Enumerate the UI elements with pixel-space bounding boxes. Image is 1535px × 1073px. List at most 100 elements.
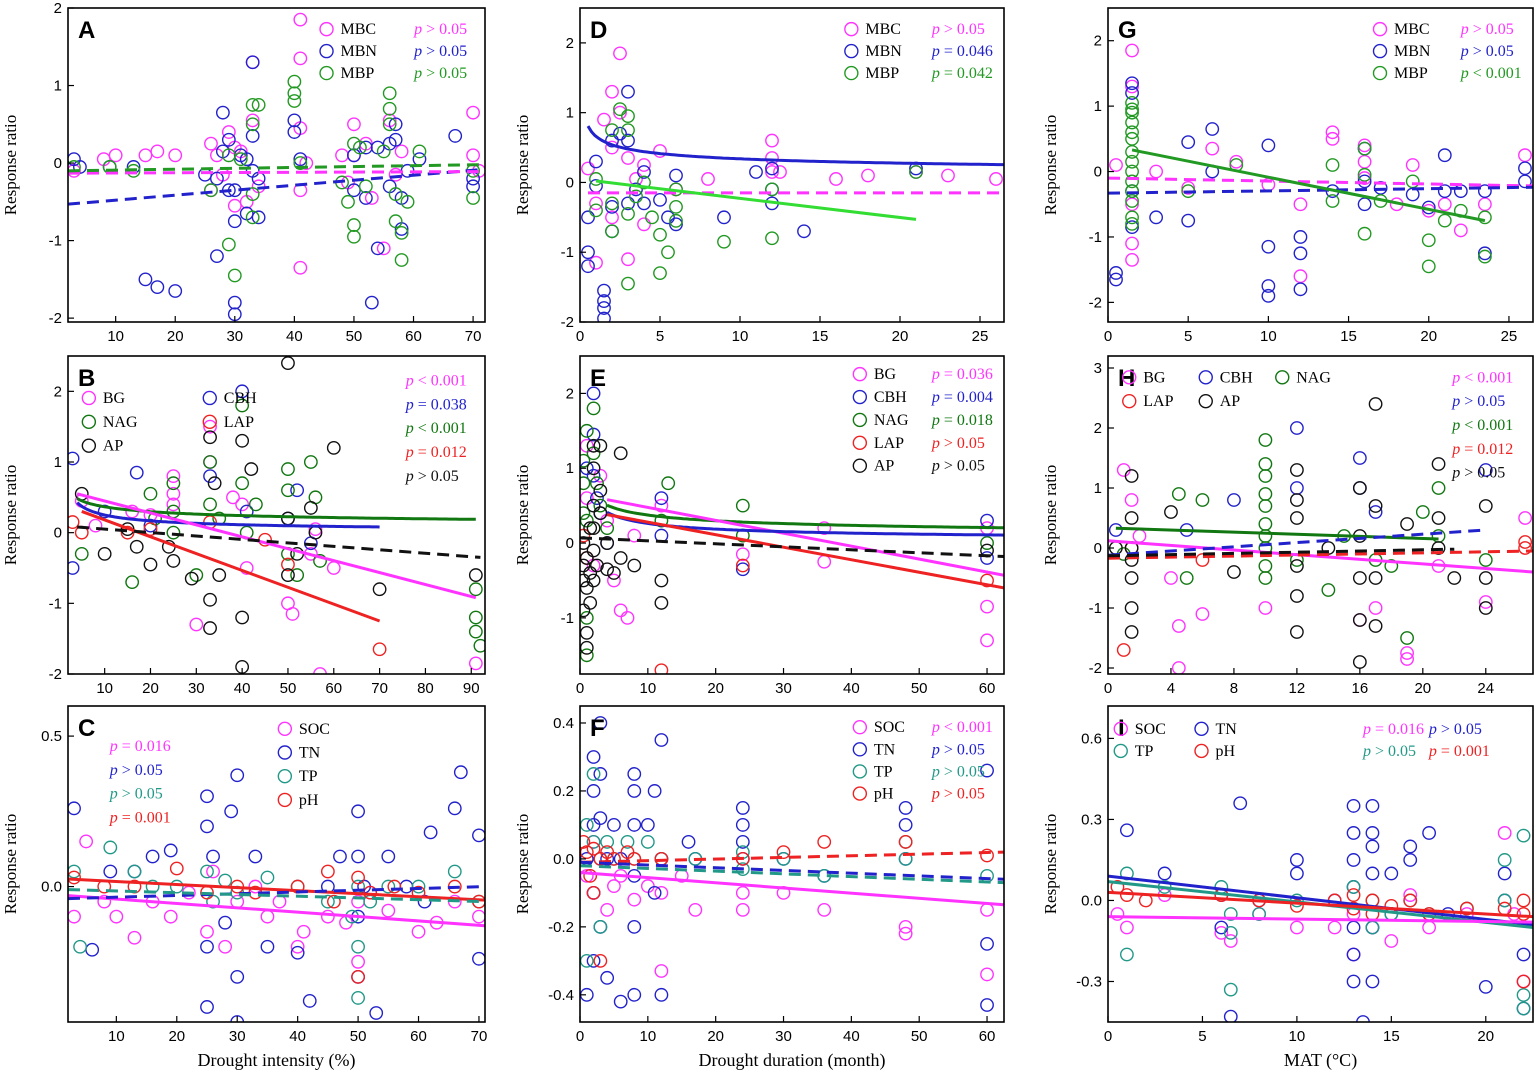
point-ap bbox=[654, 596, 669, 610]
point-ap bbox=[1431, 457, 1446, 471]
point-mbp bbox=[1437, 213, 1452, 228]
point-bg bbox=[239, 561, 254, 575]
point-mbc bbox=[1125, 79, 1139, 94]
y-axis-title: Response ratio bbox=[1, 814, 20, 915]
point-mbc bbox=[989, 172, 1003, 186]
point-bg bbox=[586, 558, 601, 573]
point-mbp bbox=[1125, 194, 1139, 208]
point-bg bbox=[1258, 601, 1273, 615]
point-ap bbox=[1227, 565, 1241, 579]
point-mbn bbox=[1109, 266, 1123, 280]
point-tn bbox=[735, 818, 750, 832]
legend-symbol-lap bbox=[202, 414, 217, 430]
point-mbp bbox=[251, 98, 266, 112]
y-tick-label: 0.3 bbox=[1081, 811, 1102, 828]
x-tick-label: 30 bbox=[188, 680, 205, 697]
legend-label: TP bbox=[299, 768, 318, 785]
point-tn bbox=[1365, 866, 1380, 881]
point-mbp bbox=[382, 86, 397, 101]
point-tp bbox=[260, 870, 275, 885]
legend-label: pH bbox=[1216, 743, 1236, 760]
legend-label: LAP bbox=[1143, 393, 1173, 410]
point-tp bbox=[1223, 925, 1238, 940]
point-ap bbox=[468, 568, 483, 582]
p-value-ap: p > 0.05 bbox=[931, 458, 985, 475]
point-mbp bbox=[637, 175, 651, 190]
point-mbn bbox=[717, 210, 731, 225]
point-mbc bbox=[581, 161, 595, 176]
plot-frame bbox=[1107, 355, 1534, 675]
legend-label: BG bbox=[103, 390, 126, 407]
point-mbn bbox=[293, 152, 308, 167]
y-tick-label: 0.0 bbox=[1081, 892, 1102, 909]
point-ap bbox=[244, 462, 259, 476]
point-ap bbox=[580, 573, 591, 588]
point-ph bbox=[169, 861, 184, 876]
point-bg bbox=[203, 419, 217, 434]
point-mbn bbox=[1181, 213, 1196, 228]
point-tn bbox=[206, 849, 220, 864]
point-mbp bbox=[1125, 164, 1139, 179]
x-tick-label: 50 bbox=[350, 1028, 367, 1045]
x-tick-label: 0 bbox=[576, 328, 584, 345]
legend-symbol-tp bbox=[277, 769, 293, 784]
fit-line-lap bbox=[606, 513, 1004, 590]
point-ph bbox=[1516, 974, 1531, 989]
point-tn bbox=[600, 970, 615, 985]
legend-symbol-bg bbox=[1122, 370, 1137, 385]
point-mbc bbox=[1125, 43, 1139, 58]
point-soc bbox=[654, 964, 669, 978]
point-tn bbox=[200, 789, 214, 804]
legend-label: TN bbox=[1216, 721, 1238, 738]
fit-line-ap bbox=[77, 525, 481, 559]
point-mbp bbox=[347, 229, 361, 244]
point-bg bbox=[308, 522, 323, 537]
point-mbc bbox=[589, 196, 603, 211]
point-mbp bbox=[245, 98, 260, 112]
point-lap bbox=[1518, 541, 1533, 555]
legend-label: MBP bbox=[865, 65, 899, 82]
point-ap bbox=[1289, 493, 1304, 507]
point-tn bbox=[200, 939, 214, 954]
legend-symbol-ph bbox=[1194, 743, 1209, 759]
point-mbp bbox=[293, 156, 308, 170]
x-tick-label: 20 bbox=[168, 1028, 185, 1045]
fit-line-tp bbox=[580, 864, 1004, 885]
point-mbc bbox=[1229, 154, 1244, 169]
point-ap bbox=[372, 582, 387, 597]
p-value-lap: p = 0.012 bbox=[405, 444, 467, 461]
point-ap bbox=[580, 603, 591, 618]
fit-line-mbp bbox=[1131, 148, 1486, 223]
panel-label: H bbox=[1118, 365, 1135, 392]
fit-line-bg bbox=[1108, 539, 1533, 574]
point-bg bbox=[1368, 601, 1383, 615]
point-tn bbox=[898, 801, 913, 815]
point-tn bbox=[1214, 920, 1229, 935]
point-nag bbox=[735, 498, 750, 513]
point-tn bbox=[369, 1006, 384, 1020]
point-mbn bbox=[1518, 161, 1532, 176]
point-ph bbox=[607, 852, 621, 866]
point-mbc bbox=[1357, 138, 1372, 153]
y-tick-label: -1 bbox=[1089, 229, 1102, 246]
point-mbc bbox=[108, 148, 123, 163]
point-nag bbox=[586, 446, 601, 461]
point-nag bbox=[600, 521, 615, 535]
point-mbn bbox=[168, 284, 183, 298]
point-mbn bbox=[245, 55, 260, 70]
point-ap bbox=[207, 476, 222, 491]
legend-label: TN bbox=[299, 745, 321, 762]
point-tn bbox=[1346, 974, 1361, 989]
point-tn bbox=[627, 818, 642, 832]
point-tn bbox=[333, 849, 347, 864]
point-nag bbox=[303, 455, 318, 469]
y-axis-title: Response ratio bbox=[1, 465, 20, 566]
x-tick-label: 4 bbox=[1167, 680, 1175, 697]
point-nag bbox=[313, 554, 327, 568]
y-tick-label: -1 bbox=[561, 244, 574, 261]
point-lap bbox=[281, 557, 295, 572]
point-ap bbox=[1352, 571, 1367, 585]
fit-line-lap bbox=[1108, 549, 1533, 560]
x-tick-label: 50 bbox=[346, 328, 363, 345]
point-tn bbox=[681, 835, 696, 849]
